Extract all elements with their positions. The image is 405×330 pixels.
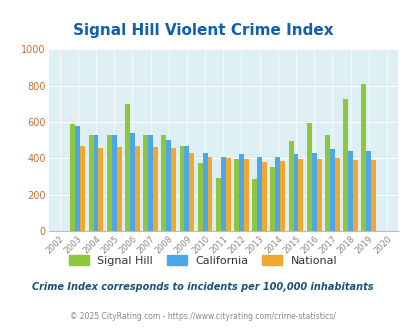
Bar — [153, 147, 158, 231]
Bar — [243, 159, 248, 231]
Bar — [352, 160, 357, 231]
Bar — [134, 146, 139, 231]
Bar — [306, 123, 311, 231]
Bar — [179, 146, 184, 231]
Bar — [334, 158, 339, 231]
Text: Crime Index corresponds to incidents per 100,000 inhabitants: Crime Index corresponds to incidents per… — [32, 282, 373, 292]
Bar — [116, 147, 121, 231]
Bar — [270, 167, 275, 231]
Bar — [215, 178, 220, 231]
Bar — [148, 135, 153, 231]
Bar — [93, 135, 98, 231]
Bar — [252, 179, 257, 231]
Bar — [234, 159, 239, 231]
Bar — [220, 156, 225, 231]
Bar — [347, 151, 352, 231]
Bar — [189, 153, 194, 231]
Bar — [143, 135, 148, 231]
Bar — [365, 151, 370, 231]
Bar — [88, 135, 93, 231]
Bar — [75, 126, 80, 231]
Bar — [370, 160, 375, 231]
Bar — [279, 161, 285, 231]
Bar — [293, 154, 298, 231]
Bar — [130, 133, 134, 231]
Bar — [111, 135, 116, 231]
Bar — [171, 148, 176, 231]
Bar — [262, 162, 266, 231]
Bar — [342, 98, 347, 231]
Bar — [257, 157, 262, 231]
Legend: Signal Hill, California, National: Signal Hill, California, National — [65, 251, 340, 269]
Bar — [184, 146, 189, 231]
Bar — [166, 140, 171, 231]
Bar — [125, 104, 130, 231]
Text: © 2025 CityRating.com - https://www.cityrating.com/crime-statistics/: © 2025 CityRating.com - https://www.city… — [70, 312, 335, 321]
Bar — [329, 149, 334, 231]
Bar — [225, 158, 230, 231]
Bar — [207, 157, 212, 231]
Bar — [311, 153, 316, 231]
Bar — [107, 135, 111, 231]
Text: Signal Hill Violent Crime Index: Signal Hill Violent Crime Index — [72, 23, 333, 38]
Bar — [360, 84, 365, 231]
Bar — [161, 135, 166, 231]
Bar — [197, 163, 202, 231]
Bar — [316, 159, 321, 231]
Bar — [80, 146, 85, 231]
Bar — [239, 154, 243, 231]
Bar — [98, 148, 103, 231]
Bar — [288, 141, 293, 231]
Bar — [202, 153, 207, 231]
Bar — [275, 157, 279, 231]
Bar — [324, 135, 329, 231]
Bar — [298, 159, 303, 231]
Bar — [70, 124, 75, 231]
